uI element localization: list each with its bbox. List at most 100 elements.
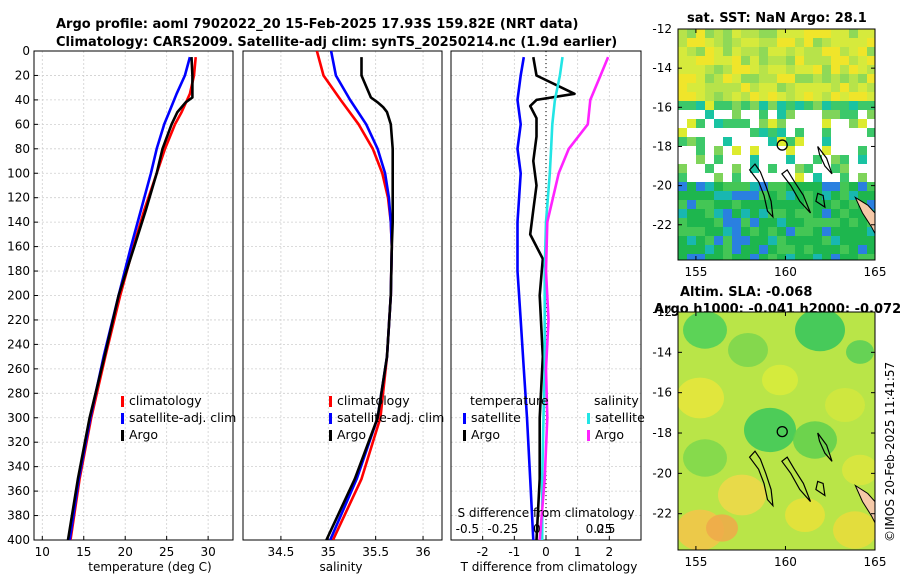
sst-cell	[840, 83, 849, 92]
sst-cell	[822, 137, 831, 146]
sst-cell	[858, 173, 867, 182]
sst-cell	[723, 218, 732, 227]
sst-cell	[840, 227, 849, 236]
sst-cell	[687, 47, 696, 56]
sst-cell	[687, 227, 696, 236]
sst-cell	[804, 101, 813, 110]
sst-cell	[795, 65, 804, 74]
sst-cell	[732, 65, 741, 74]
figure-title-line1: Argo profile: aoml 7902022_20 15-Feb-202…	[56, 17, 578, 32]
sst-cell	[867, 110, 875, 119]
sst-cell	[678, 236, 687, 245]
sst-cell	[732, 254, 741, 260]
sst-cell	[840, 218, 849, 227]
coastline	[748, 450, 774, 508]
sst-cell	[777, 236, 786, 245]
y-tick-label: 200	[7, 289, 30, 303]
legend-swatch	[329, 430, 332, 441]
sst-cell	[714, 29, 723, 38]
map-x-tick-label: 160	[774, 555, 797, 569]
sst-cell	[795, 173, 804, 182]
sst-cell	[696, 56, 705, 65]
sst-cell	[750, 155, 759, 164]
sst-cell	[813, 29, 822, 38]
sst-cell	[813, 182, 822, 191]
sla-blob	[728, 333, 768, 367]
sst-cell	[696, 47, 705, 56]
sst-cell	[858, 83, 867, 92]
coastline	[781, 456, 812, 502]
sst-cell	[822, 65, 831, 74]
sst-cell	[741, 191, 750, 200]
sst-cell	[831, 209, 840, 218]
y-tick-label: 300	[7, 411, 30, 425]
sst-cell	[786, 236, 795, 245]
sst-cell	[723, 254, 732, 260]
legend-label: Argo	[337, 427, 366, 442]
map-x-tick-label: 155	[684, 265, 707, 279]
sst-cell	[849, 218, 858, 227]
sst-cell	[750, 227, 759, 236]
sst-cell	[822, 92, 831, 101]
sst-cell	[714, 38, 723, 47]
map-y-tick-label: -14	[652, 345, 672, 359]
sst-cell	[849, 227, 858, 236]
sst-cell	[786, 74, 795, 83]
sst-cell	[678, 38, 687, 47]
map-x-tick-label: 155	[684, 555, 707, 569]
argo-position-marker	[776, 425, 788, 438]
sst-cell	[732, 182, 741, 191]
sst-cell	[822, 218, 831, 227]
sst-cell	[849, 191, 858, 200]
sst-cell	[804, 218, 813, 227]
sst-cell	[741, 209, 750, 218]
sst-cell	[804, 254, 813, 260]
sst-cell	[822, 227, 831, 236]
sst-cell	[867, 236, 875, 245]
x-tick-label: 2	[606, 545, 614, 559]
sst-cell	[822, 56, 831, 65]
sst-cell	[822, 182, 831, 191]
sst-cell	[678, 227, 687, 236]
sst-cell	[831, 65, 840, 74]
sst-cell	[696, 236, 705, 245]
sst-cell	[786, 83, 795, 92]
sst-cell	[858, 47, 867, 56]
sst-cell	[705, 92, 714, 101]
sst-cell	[696, 38, 705, 47]
sst-cell	[723, 101, 732, 110]
series-temperature-satellite-line	[516, 56, 535, 540]
sst-cell	[687, 92, 696, 101]
sst-cell	[795, 74, 804, 83]
map-y-tick-label: -12	[652, 22, 672, 36]
sst-cell	[867, 92, 875, 101]
sst-cell	[714, 146, 723, 155]
salinity-diff-tick-label: 0.25	[586, 522, 613, 536]
sst-cell	[777, 209, 786, 218]
sst-cell	[678, 191, 687, 200]
sst-cell	[750, 218, 759, 227]
sst-cell	[732, 146, 741, 155]
sst-cell	[705, 245, 714, 254]
sst-cell	[831, 218, 840, 227]
sst-cell	[732, 119, 741, 128]
legend-label: satellite-adj. clim	[337, 410, 444, 425]
sst-cell	[804, 38, 813, 47]
legend-label: Argo	[471, 427, 500, 442]
land-mass	[854, 484, 875, 524]
sst-cell	[795, 83, 804, 92]
sst-cell	[768, 254, 777, 260]
sst-cell	[813, 155, 822, 164]
x-tick-label: 15	[76, 545, 91, 559]
y-tick-label: 0	[22, 44, 30, 58]
sst-cell	[831, 155, 840, 164]
land-mass	[854, 196, 875, 235]
sst-cell	[858, 245, 867, 254]
sst-cell	[678, 74, 687, 83]
sst-cell	[705, 191, 714, 200]
sst-cell	[759, 83, 768, 92]
sst-cell	[786, 29, 795, 38]
sst-cell	[696, 200, 705, 209]
map-y-tick-label: -20	[652, 466, 672, 480]
sst-cell	[795, 56, 804, 65]
